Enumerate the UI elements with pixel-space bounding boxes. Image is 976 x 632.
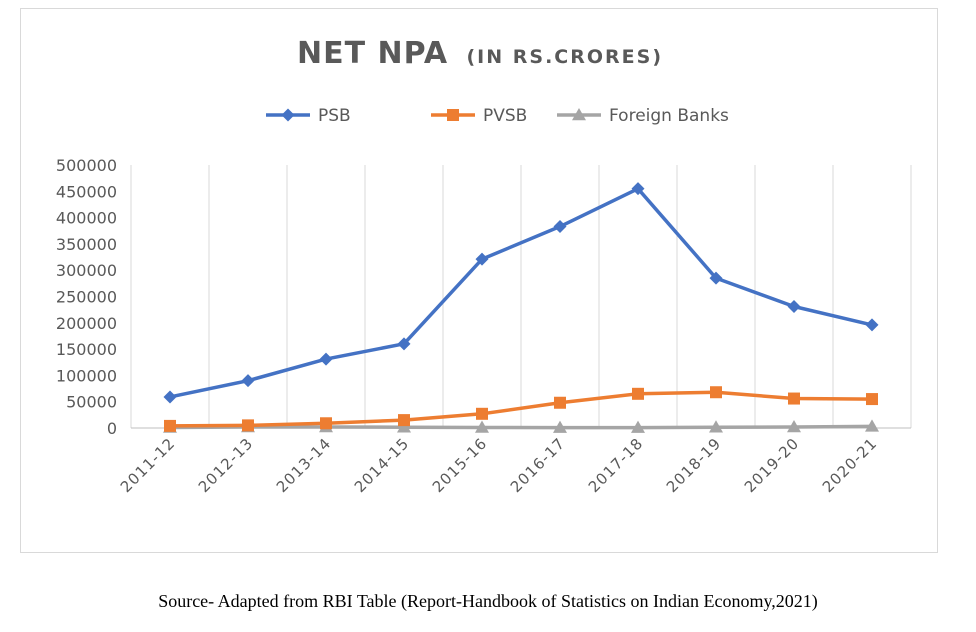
y-axis: 0 50000 100000 150000 200000 250000 300000 3500… <box>56 156 117 438</box>
chart-subtitle: (IN RS.CRORES) <box>467 46 664 68</box>
x-tick-label: 2018-19 <box>663 434 725 496</box>
legend-label-foreign-banks: Foreign Banks <box>609 106 729 126</box>
x-tick-label: 2011-12 <box>117 434 179 496</box>
y-tick-label: 350000 <box>56 235 117 254</box>
x-tick-label: 2014-15 <box>351 434 413 496</box>
y-tick-label: 150000 <box>56 340 117 359</box>
legend-marker-foreign-banks <box>572 108 586 121</box>
x-tick-label: 2015-16 <box>429 434 491 496</box>
data-point-pvsb <box>710 386 722 399</box>
data-point-pvsb <box>632 387 644 400</box>
x-tick-label: 2020-21 <box>819 434 881 496</box>
data-point-pvsb <box>788 392 800 405</box>
svg-text:NET NPA (IN RS.CRORES): NET NPA (IN RS.CRORES) <box>297 36 663 71</box>
data-point-pvsb <box>320 417 332 430</box>
data-point-foreign-banks <box>553 420 567 433</box>
series-pvsb <box>164 386 878 432</box>
legend-label-pvsb: PVSB <box>483 106 527 126</box>
y-tick-label: 300000 <box>56 261 117 280</box>
data-point-psb <box>319 352 333 366</box>
y-tick-label: 200000 <box>56 314 117 333</box>
legend-marker-psb <box>281 108 295 122</box>
series-line-psb <box>169 186 873 399</box>
data-point-pvsb <box>164 419 176 432</box>
grid-lines <box>130 165 912 429</box>
series-group <box>163 182 879 433</box>
data-point-psb <box>631 182 645 196</box>
x-tick-label: 2019-20 <box>741 434 803 496</box>
data-point-pvsb <box>242 419 254 432</box>
data-point-psb <box>787 299 801 313</box>
series-psb <box>163 182 879 404</box>
legend-label-psb: PSB <box>318 106 351 126</box>
source-note: Source- Adapted from RBI Table (Report-H… <box>158 591 818 611</box>
y-tick-label: 50000 <box>66 393 117 412</box>
x-tick-label: 2012-13 <box>195 434 257 496</box>
data-point-pvsb <box>476 407 488 420</box>
y-tick-label: 100000 <box>56 366 117 385</box>
data-point-psb <box>865 318 879 332</box>
data-point-psb <box>709 271 723 285</box>
legend: PSB PVSB Foreign Banks <box>266 106 729 126</box>
chart-title: NET NPA <box>297 36 448 71</box>
legend-marker-pvsb <box>447 109 459 121</box>
data-point-pvsb <box>866 393 878 406</box>
x-tick-label: 2013-14 <box>273 434 335 496</box>
data-point-pvsb <box>554 396 566 409</box>
data-point-psb <box>163 390 177 404</box>
y-tick-label: 250000 <box>56 288 117 307</box>
data-point-psb <box>553 220 567 234</box>
series-line-foreign-banks <box>169 424 873 430</box>
data-point-psb <box>397 337 411 351</box>
x-tick-label: 2017-18 <box>585 434 647 496</box>
y-tick-label: 500000 <box>56 156 117 175</box>
y-tick-label: 0 <box>107 419 117 438</box>
data-point-foreign-banks <box>787 420 801 433</box>
data-point-foreign-banks <box>397 420 411 433</box>
y-tick-label: 450000 <box>56 182 117 201</box>
y-tick-label: 400000 <box>56 209 117 228</box>
line-chart: NET NPA (IN RS.CRORES) PSB PVSB Foreign Ba… <box>56 36 912 496</box>
chart-frame: NET NPA (IN RS.CRORES) PSB PVSB Foreign Ba… <box>20 8 938 553</box>
data-point-foreign-banks <box>631 420 645 433</box>
data-point-foreign-banks <box>475 420 489 433</box>
data-point-foreign-banks <box>865 419 879 432</box>
data-point-foreign-banks <box>709 420 723 433</box>
series-line-pvsb <box>169 390 873 428</box>
x-tick-label: 2016-17 <box>507 434 569 496</box>
data-point-psb <box>241 374 255 388</box>
data-point-psb <box>475 252 489 266</box>
data-point-pvsb <box>398 414 410 427</box>
x-axis: 2011-12 2012-13 2013-14 2014-15 2015-16 2016-… <box>117 434 881 496</box>
